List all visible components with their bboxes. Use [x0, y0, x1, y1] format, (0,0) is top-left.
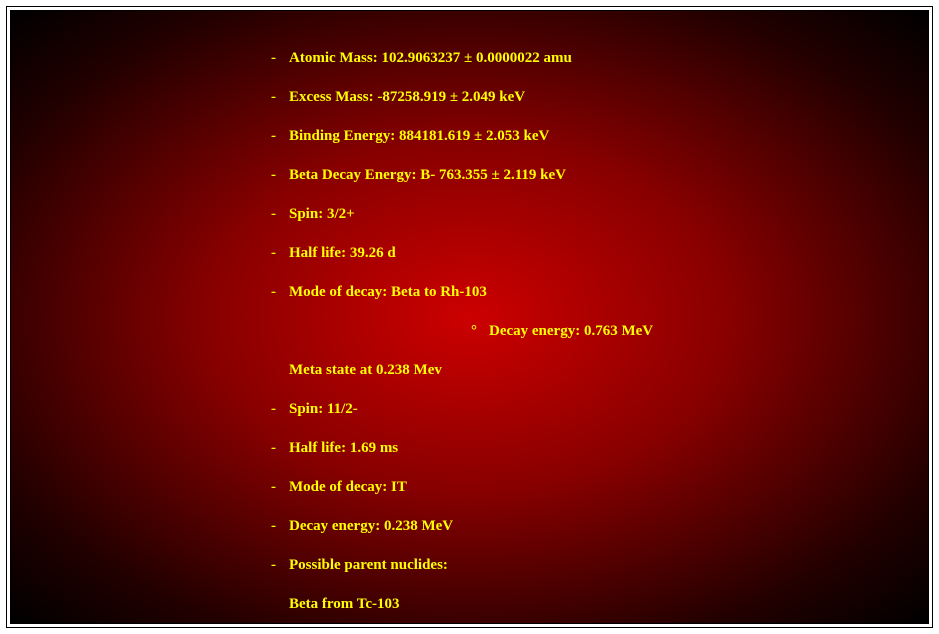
degree-icon: ° [471, 322, 489, 340]
dash-icon: - [271, 283, 289, 301]
dash-icon: - [271, 205, 289, 223]
item-text: Half life: 39.26 d [289, 244, 396, 262]
inner-border: - Atomic Mass: 102.9063237 ± 0.0000022 a… [10, 10, 929, 624]
item-text: Half life: 1.69 ms [289, 439, 398, 457]
plain-item: Beta from Tc-103 [271, 595, 928, 613]
list-item: - Decay energy: 0.238 MeV [271, 517, 928, 535]
dash-icon: - [271, 244, 289, 262]
list-item: - Half life: 1.69 ms [271, 439, 928, 457]
list-item: - Mode of decay: Beta to Rh-103 [271, 283, 928, 301]
list-item: - Spin: 3/2+ [271, 205, 928, 223]
dash-icon: - [271, 88, 289, 106]
item-text: Atomic Mass: 102.9063237 ± 0.0000022 amu [289, 49, 572, 67]
item-text: Binding Energy: 884181.619 ± 2.053 keV [289, 127, 549, 145]
dash-icon: - [271, 478, 289, 496]
item-text: Mode of decay: Beta to Rh-103 [289, 283, 487, 301]
dash-icon: - [271, 49, 289, 67]
list-item: - Excess Mass: -87258.919 ± 2.049 keV [271, 88, 928, 106]
item-text: Spin: 11/2- [289, 400, 358, 418]
sub-item-text: Decay energy: 0.763 MeV [489, 322, 653, 340]
dash-icon: - [271, 517, 289, 535]
item-text: Mode of decay: IT [289, 478, 407, 496]
dash-icon: - [271, 556, 289, 574]
item-text: Possible parent nuclides: [289, 556, 448, 574]
list-item: - Beta Decay Energy: B- 763.355 ± 2.119 … [271, 166, 928, 184]
item-text: Meta state at 0.238 Mev [289, 362, 442, 378]
item-text: Beta Decay Energy: B- 763.355 ± 2.119 ke… [289, 166, 566, 184]
item-text: Beta from Tc-103 [289, 596, 400, 612]
list-item: - Binding Energy: 884181.619 ± 2.053 keV [271, 127, 928, 145]
dash-icon: - [271, 400, 289, 418]
list-item: - Atomic Mass: 102.9063237 ± 0.0000022 a… [271, 49, 928, 67]
list-item: - Spin: 11/2- [271, 400, 928, 418]
item-text: Decay energy: 0.238 MeV [289, 517, 453, 535]
item-text: Excess Mass: -87258.919 ± 2.049 keV [289, 88, 525, 106]
list-item: - Mode of decay: IT [271, 478, 928, 496]
dash-icon: - [271, 127, 289, 145]
list-item: - Possible parent nuclides: [271, 556, 928, 574]
item-text: Spin: 3/2+ [289, 205, 355, 223]
outer-border: - Atomic Mass: 102.9063237 ± 0.0000022 a… [6, 6, 933, 628]
plain-item: Meta state at 0.238 Mev [271, 361, 928, 379]
dash-icon: - [271, 439, 289, 457]
sub-list-item: ° Decay energy: 0.763 MeV [271, 322, 928, 340]
list-item: - Half life: 39.26 d [271, 244, 928, 262]
dash-icon: - [271, 166, 289, 184]
content-panel: - Atomic Mass: 102.9063237 ± 0.0000022 a… [11, 11, 928, 613]
